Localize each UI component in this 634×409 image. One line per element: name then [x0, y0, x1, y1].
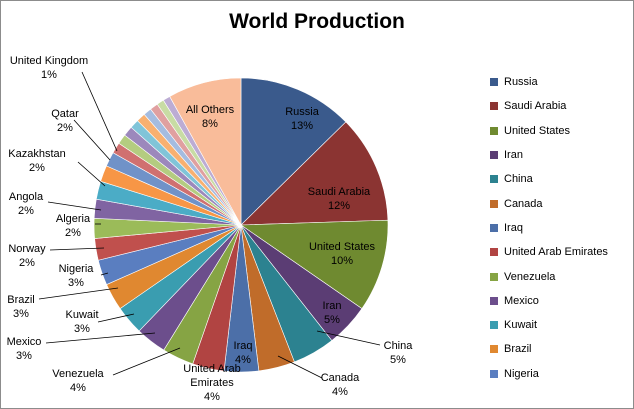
slice-label-saudi-arabia: Saudi Arabia [308, 186, 371, 198]
slice-percent-nigeria: 3% [68, 277, 84, 289]
slice-label-qatar: Qatar [51, 108, 79, 120]
slice-label-kazakhstan: Kazakhstan [8, 148, 65, 160]
slice-label-kuwait: Kuwait [65, 309, 98, 321]
slice-percent-brazil: 3% [13, 308, 29, 320]
leader-line-venezuela [112, 347, 181, 376]
legend-swatch-iraq [490, 223, 498, 232]
slice-percent-saudi-arabia: 12% [328, 200, 350, 212]
legend-swatch-mexico [490, 296, 498, 305]
chart-legend: Russia Saudi Arabia United States Iran China… [490, 70, 630, 386]
slice-percent-angola: 2% [18, 205, 34, 217]
legend-label-brazil: Brazil [504, 343, 532, 356]
legend-swatch-kuwait [490, 321, 498, 330]
legend-item-russia: Russia [490, 70, 630, 94]
slice-percent-canada: 4% [332, 386, 348, 398]
leader-line-nigeria [100, 272, 109, 276]
slice-label-united-states: United States [309, 241, 376, 253]
slice-label-china: China [384, 340, 414, 352]
slice-percent-norway: 2% [19, 257, 35, 269]
legend-swatch-canada [490, 199, 498, 208]
legend-item-brazil: Brazil [490, 337, 630, 361]
slice-percent-all-others: 8% [202, 118, 218, 130]
slice-label-nigeria: Nigeria [59, 263, 95, 275]
pie-slice-all-others [169, 77, 242, 227]
slice-percent-united-states: 10% [331, 255, 353, 267]
slice-label-russia: Russia [285, 106, 320, 118]
legend-item-united-states: United States [490, 119, 630, 143]
pie-slice-russia [240, 77, 347, 226]
legend-item-venezuela: Venezuela [490, 264, 630, 288]
legend-item-iraq: Iraq [490, 216, 630, 240]
legend-swatch-china [490, 175, 498, 184]
leader-line-brazil [38, 287, 119, 300]
leader-line-china [316, 330, 381, 346]
chart-title: World Production [229, 10, 405, 33]
pie-slice-saudi-arabia [240, 121, 389, 226]
legend-label-united-states: United States [504, 124, 571, 137]
legend-label-venezuela: Venezuela [504, 270, 556, 283]
legend-swatch-russia [490, 78, 498, 87]
slice-percent-kazakhstan: 2% [29, 162, 45, 174]
legend-label-kuwait: Kuwait [504, 319, 538, 332]
leader-line-qatar [73, 119, 111, 161]
legend-item-canada: Canada [490, 191, 630, 215]
leader-line-canada [277, 355, 323, 379]
legend-item-nigeria: Nigeria [490, 362, 630, 386]
slice-label-norway: Norway [8, 243, 46, 255]
legend-swatch-iran [490, 151, 498, 160]
legend-label-nigeria: Nigeria [504, 367, 539, 380]
leader-line-angola [47, 201, 102, 211]
slice-percent-china: 5% [390, 354, 406, 366]
legend-item-mexico: Mexico [490, 289, 630, 313]
legend-item-united-arab-emirates: United Arab Emirates [490, 240, 630, 264]
legend-swatch-saudi-arabia [490, 102, 498, 111]
slice-label-venezuela: Venezuela [52, 368, 104, 380]
slice-percent-united-kingdom: 1% [41, 69, 57, 81]
pie-slice-united-states [240, 219, 389, 310]
slice-label-algeria: Algeria [56, 213, 91, 225]
slice-label-united-kingdom: United Kingdom [10, 55, 88, 67]
slice-label-mexico: Mexico [7, 336, 42, 348]
slice-percent-mexico: 3% [16, 350, 32, 362]
legend-item-china: China [490, 167, 630, 191]
legend-label-china: China [504, 173, 533, 186]
slice-percent-iran: 5% [324, 314, 340, 326]
leader-line-norway [49, 247, 105, 251]
slice-percent-kuwait: 3% [74, 323, 90, 335]
legend-label-canada: Canada [504, 197, 543, 210]
legend-label-iraq: Iraq [504, 221, 523, 234]
slice-label-angola: Angola [9, 191, 44, 203]
legend-swatch-united-arab-emirates [490, 248, 498, 257]
legend-label-russia: Russia [504, 76, 538, 89]
slice-percent-qatar: 2% [57, 122, 73, 134]
legend-swatch-united-states [490, 126, 498, 135]
legend-swatch-brazil [490, 345, 498, 354]
leader-line-kazakhstan [77, 161, 106, 187]
slice-percent-algeria: 2% [65, 227, 81, 239]
slice-label-brazil: Brazil [7, 294, 35, 306]
slice-percent-venezuela: 4% [70, 382, 86, 394]
slice-label-united-arab-emirates: Emirates [190, 377, 234, 389]
legend-item-kuwait: Kuwait [490, 313, 630, 337]
slice-label-iraq: Iraq [234, 340, 253, 352]
leader-line-mexico [45, 332, 156, 344]
legend-item-iran: Iran [490, 143, 630, 167]
legend-label-mexico: Mexico [504, 294, 539, 307]
leader-line-united-kingdom [81, 71, 118, 152]
legend-label-iran: Iran [504, 149, 523, 162]
slice-label-iran: Iran [323, 300, 342, 312]
legend-label-united-arab-emirates: United Arab Emirates [504, 246, 608, 259]
legend-label-saudi-arabia: Saudi Arabia [504, 100, 567, 113]
leader-line-kuwait [97, 313, 135, 323]
slice-percent-russia: 13% [291, 120, 313, 132]
slice-label-united-arab-emirates: United Arab [183, 363, 240, 375]
slice-label-all-others: All Others [186, 104, 235, 116]
legend-item-saudi-arabia: Saudi Arabia [490, 94, 630, 118]
legend-swatch-nigeria [490, 369, 498, 378]
legend-swatch-venezuela [490, 272, 498, 281]
slice-label-canada: Canada [321, 372, 360, 384]
slice-percent-iraq: 4% [235, 354, 251, 366]
slice-percent-united-arab-emirates: 4% [204, 391, 220, 403]
